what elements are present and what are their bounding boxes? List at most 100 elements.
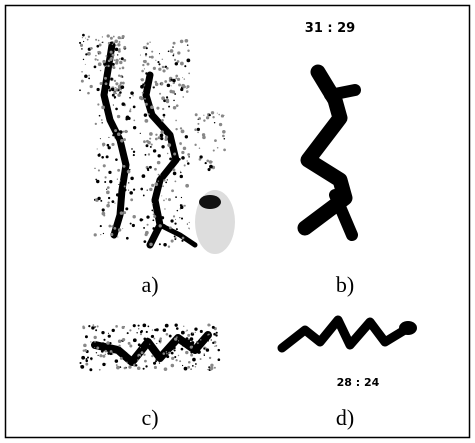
speckle — [174, 222, 177, 225]
speckle — [106, 203, 110, 208]
speckle — [154, 167, 157, 171]
speckle — [208, 356, 212, 360]
speckle — [149, 145, 152, 148]
speckle — [123, 366, 127, 370]
speckle — [85, 359, 89, 363]
speckle — [127, 341, 131, 345]
speckle — [114, 359, 119, 363]
speckle — [93, 233, 97, 237]
speckle — [107, 332, 110, 334]
speckle — [166, 152, 169, 155]
speckle — [146, 62, 150, 66]
speckle — [123, 188, 127, 192]
speckle — [144, 97, 146, 100]
speckle — [95, 329, 98, 332]
speckle — [222, 134, 225, 138]
speckle — [106, 34, 110, 38]
speckle — [159, 92, 162, 95]
speckle — [86, 356, 90, 359]
speckle — [111, 62, 115, 66]
speckle — [173, 346, 176, 350]
speckle — [104, 76, 107, 80]
speckle — [175, 119, 177, 122]
speckle — [175, 196, 177, 199]
speckle — [183, 325, 185, 328]
speckle — [176, 77, 181, 81]
speckle — [186, 329, 189, 332]
speckle — [110, 232, 114, 237]
speckle — [123, 45, 127, 49]
speckle — [114, 129, 117, 132]
speckle — [170, 78, 173, 81]
speckle — [181, 156, 185, 160]
speckle — [128, 365, 132, 369]
speckle — [223, 137, 226, 140]
speckle — [107, 59, 111, 63]
speckle — [192, 332, 194, 334]
speckle — [172, 54, 175, 57]
speckle — [166, 66, 169, 70]
speckle — [101, 208, 105, 212]
speckle — [145, 45, 147, 47]
speckle — [83, 343, 87, 348]
speckle — [101, 155, 104, 159]
speckle — [117, 89, 120, 92]
speckle — [101, 142, 106, 147]
speckle — [148, 76, 150, 78]
speckle — [119, 212, 121, 214]
speckle — [96, 87, 100, 92]
speckle — [174, 180, 177, 183]
speckle — [116, 365, 120, 370]
speckle — [162, 352, 166, 355]
speckle — [156, 343, 158, 345]
speckle — [125, 207, 129, 211]
speckle — [149, 137, 152, 140]
speckle — [172, 171, 177, 176]
speckle — [199, 329, 203, 333]
speckle — [146, 223, 149, 226]
speckle — [165, 198, 167, 200]
speckle — [96, 325, 99, 328]
speckle — [179, 127, 183, 130]
speckle — [198, 117, 202, 120]
speckle — [173, 235, 176, 238]
speckle — [104, 349, 108, 353]
speckle — [153, 215, 157, 219]
speckle — [97, 103, 100, 106]
speckle — [153, 210, 156, 213]
speckle — [95, 54, 97, 57]
speckle — [139, 333, 143, 336]
speckle — [215, 331, 218, 334]
speckle — [130, 91, 134, 95]
speckle — [161, 145, 165, 149]
speckle — [209, 367, 213, 371]
speckle — [147, 153, 151, 156]
speckle — [177, 340, 180, 342]
speckle — [116, 114, 121, 119]
speckle — [165, 98, 170, 103]
speckle — [79, 41, 82, 44]
speckle — [106, 341, 110, 345]
speckle — [91, 326, 95, 330]
speckle — [108, 89, 112, 92]
speckle — [190, 351, 193, 354]
speckle — [157, 173, 160, 176]
speckle — [99, 153, 101, 155]
speckle — [185, 183, 190, 188]
speckle — [111, 225, 114, 228]
speckle — [145, 330, 148, 334]
speckle — [117, 348, 121, 352]
speckle — [109, 179, 113, 184]
speckle — [187, 162, 190, 165]
speckle — [138, 356, 141, 359]
speckle — [119, 180, 121, 182]
speckle — [130, 176, 134, 181]
speckle — [111, 200, 115, 204]
speckle — [185, 340, 189, 343]
speckle — [154, 137, 158, 141]
speckle — [183, 366, 188, 371]
speckle — [179, 39, 184, 44]
speckle — [139, 54, 142, 56]
speckle — [132, 338, 137, 343]
speckle — [97, 59, 99, 61]
